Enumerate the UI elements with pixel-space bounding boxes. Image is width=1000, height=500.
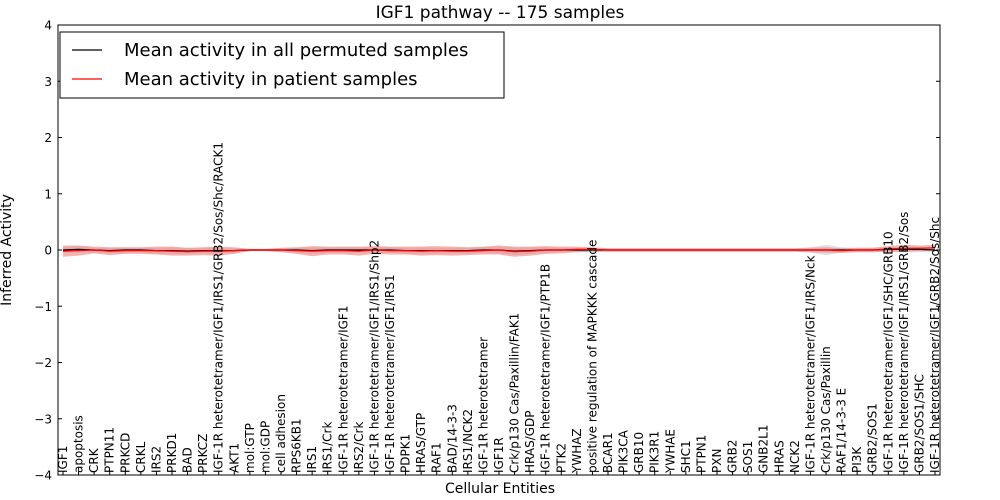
x-tick-label: GRB2/SOS1/SHC <box>912 374 926 473</box>
y-tick-label: 2 <box>44 131 52 145</box>
x-tick-label: IGF-1R heterotetramer/IGF1/IRS1 <box>383 274 397 473</box>
x-tick-label: Crk/p130 Cas/Paxillin <box>819 346 833 473</box>
plot-area <box>62 244 936 257</box>
y-tick-label: 0 <box>44 244 52 258</box>
x-tick-label: RPS6KB1 <box>290 418 304 473</box>
x-tick-label: IRS1 <box>305 446 319 473</box>
x-tick-label: IGF-1R heterotetramer/IGF1/IRS1/GRB2/Sos… <box>212 142 226 473</box>
x-tick-label: PRKCD <box>118 433 132 473</box>
x-tick-label: PIK3R1 <box>648 431 662 473</box>
x-tick-label: PRKD1 <box>165 433 179 473</box>
x-tick-label: IGF-1R heterotetramer/IGF1/IRS/Nck <box>803 255 817 473</box>
x-tick-label: mol:GTP <box>243 423 257 473</box>
x-tick-label: GRB2 <box>726 439 740 473</box>
x-tick-label: IRS2/Crk <box>352 422 366 473</box>
x-tick-label: YWHAE <box>663 429 677 474</box>
x-tick-label: SHC1 <box>679 440 693 473</box>
legend-label-patient: Mean activity in patient samples <box>124 69 418 90</box>
x-tick-label: IGF-1R heterotetramer/IGF1 <box>336 306 350 473</box>
x-tick-label: IGF-1R heterotetramer/IGF1/SHC/GRB10 <box>881 231 895 473</box>
x-tick-label: Crk/p130 Cas/Paxillin/FAK1 <box>508 313 522 473</box>
x-tick-label: BAD/14-3-3 <box>445 404 459 473</box>
x-tick-label: RAF1/14-3-3 E <box>835 388 849 473</box>
x-tick-label: PTPN11 <box>103 427 117 473</box>
x-tick-label: IGF-1R heterotetramer/IGF1/IRS1/Shp2 <box>367 240 381 473</box>
x-tick-label: BAD <box>181 447 195 473</box>
x-tick-label: GRB2/SOS1 <box>866 403 880 473</box>
x-tick-label: IGF1R <box>492 437 506 473</box>
x-tick-label: PXN <box>710 449 724 473</box>
series-band-1 <box>63 244 935 257</box>
series-line-1 <box>62 247 936 253</box>
x-tick-label: IGF-1R heterotetramer/IGF1/GRB2/Sos/Shc <box>928 217 942 473</box>
x-tick-label: AKT1 <box>227 443 241 473</box>
x-tick-label: BCAR1 <box>601 432 615 473</box>
x-tick-label: SOS1 <box>741 441 755 473</box>
x-tick-label: IGF-1R heterotetramer/IGF1/IRS1/GRB2/Sos <box>897 212 911 473</box>
legend-box <box>59 31 505 99</box>
x-tick-label: mol:GDP <box>258 421 272 473</box>
x-tick-label: positive regulation of MAPKKK cascade <box>585 240 599 473</box>
x-tick-label: RAF1 <box>430 442 444 473</box>
x-tick-label: IRS2 <box>149 446 163 473</box>
x-tick-label: HRAS <box>772 440 786 473</box>
x-axis: IGF1 apoptosis CRK PTPN11 PRKCD CRKL IRS2 PRKD1… <box>56 142 942 475</box>
chart-title: IGF1 pathway -- 175 samples <box>376 3 625 23</box>
x-tick-label: PI3K <box>850 446 864 473</box>
x-tick-label: GNB2L1 <box>757 425 771 473</box>
y-tick-label: 4 <box>44 19 52 33</box>
x-tick-label: PIK3CA <box>617 429 631 473</box>
x-tick-label: NCK2 <box>788 440 802 473</box>
x-tick-label: apoptosis <box>72 415 86 473</box>
x-tick-label: PTPN1 <box>694 435 708 473</box>
x-tick-label: CRKL <box>134 441 148 473</box>
x-tick-label: HRAS/GTP <box>414 413 428 473</box>
x-tick-label: cell adhesion <box>274 394 288 473</box>
y-tick-label: 1 <box>44 187 52 201</box>
y-tick-label: 3 <box>44 75 52 89</box>
legend-label-permuted: Mean activity in all permuted samples <box>124 40 468 61</box>
x-axis-label: Cellular Entities <box>445 481 555 497</box>
x-tick-label: IRS1/NCK2 <box>461 409 475 473</box>
y-axis-label: Inferred Activity <box>0 194 15 306</box>
y-tick-label: −4 <box>34 469 52 483</box>
y-tick-label: −1 <box>34 300 52 314</box>
legend: Mean activity in all permuted samples Me… <box>59 31 505 99</box>
x-tick-label: PRKCZ <box>196 434 210 473</box>
x-tick-label: IGF1 <box>56 446 70 473</box>
y-axis: −4 −3 −2 −1 0 1 2 3 4 <box>34 19 940 483</box>
x-tick-label: IGF-1R heterotetramer/IGF1/PTP1B <box>539 264 553 473</box>
x-tick-label: HRAS/GDP <box>523 410 537 473</box>
x-tick-label: YWHAZ <box>570 428 584 474</box>
x-tick-label: IRS1/Crk <box>321 422 335 473</box>
x-tick-label: CRK <box>87 447 101 473</box>
y-tick-label: −3 <box>34 412 52 426</box>
x-tick-label: IGF-1R heterotetramer <box>476 337 490 473</box>
y-tick-label: −2 <box>34 356 52 370</box>
x-tick-label: PTK2 <box>554 443 568 473</box>
x-tick-label: PDPK1 <box>399 434 413 473</box>
x-tick-label: GRB10 <box>632 432 646 473</box>
